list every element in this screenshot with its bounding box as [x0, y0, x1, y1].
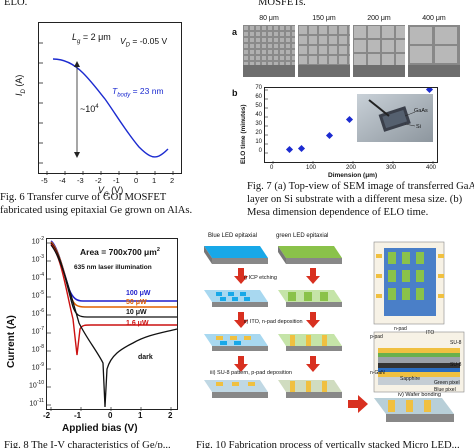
- fig7b-yticks: 0 10 20 30 40 50 60 70: [255, 85, 262, 154]
- fig7-panel-a-label: a: [232, 27, 238, 37]
- iv-label-50uw: 50 μW: [126, 299, 147, 306]
- process-label-green-pixel: Green pixel: [434, 380, 460, 386]
- fig7b-ylabel: ELO time (minutes): [240, 104, 247, 164]
- process-step1-label: i) ICP etching: [244, 275, 277, 281]
- fig7-panel-b-label: b: [232, 88, 238, 98]
- sem-image-80: [243, 25, 295, 77]
- iv-series-10uw: [50, 242, 177, 318]
- fig6-tbody-annotation: Tbody = 23 nm: [112, 86, 164, 99]
- fig6-plot: [39, 42, 174, 175]
- inset-gaas-label: GaAs: [414, 108, 428, 114]
- process-blue-label: Blue LED epitaxial: [208, 233, 258, 239]
- fig6-xlabel: VG (V): [98, 185, 124, 198]
- iv-label-1p6uw: 1.6 μW: [126, 320, 149, 327]
- fig6-xticks: -5 -4 -3 -2 -1 0 1 2: [41, 176, 175, 185]
- process-label-ngan: n-GaN: [370, 370, 385, 376]
- fig6-ratio-annotation: ~104: [80, 104, 99, 114]
- iv-label-100uw: 100 μW: [126, 290, 151, 297]
- elo-point-400: [425, 85, 434, 94]
- process-green-label: green LED epitaxial: [276, 233, 329, 239]
- iv-xticks: -2 -1 0 1 2: [43, 411, 173, 420]
- fig7b-xticks: 0 100 200 300 400: [270, 165, 437, 171]
- elo-point-80: [297, 144, 306, 153]
- sem-size-label-400: 400 μm: [422, 15, 446, 22]
- elo-point-200: [345, 115, 354, 124]
- iv-series-dark: [50, 244, 178, 408]
- elo-point-150: [325, 131, 334, 140]
- top-fragment-right: MOSFETs.: [258, 0, 306, 8]
- iv-yticks: 10-2 10-3 10-4 10-5 10-6 10-7 10-8 10-9 …: [28, 236, 44, 408]
- fig7-caption-line2: layer on Si substrate with a different m…: [247, 194, 463, 205]
- fig-iv-bottom-caption: Fig. 8 The I-V characteristics of Ge/p..…: [4, 440, 171, 448]
- iv-laser-annotation: 635 nm laser illumination: [74, 264, 152, 271]
- process-step3-label: iii) SU-8 pattern, p-pad deposition: [210, 370, 292, 376]
- iv-plot: [47, 240, 178, 411]
- fig7-caption-line1: Fig. 7 (a) Top-view of SEM image of tran…: [247, 181, 474, 192]
- process-label-ito: ITO: [426, 330, 435, 336]
- process-label-blue-pixel: Blue pixel: [434, 387, 456, 393]
- fig7b-xlabel: Dimension (μm): [328, 172, 378, 179]
- iv-label-dark: dark: [138, 354, 153, 361]
- fig6-plot-frame: [38, 22, 182, 175]
- fig7b-plot-frame: [264, 85, 438, 164]
- sem-image-200: [353, 25, 405, 77]
- iv-ylabel: Current (A): [6, 315, 17, 368]
- process-diagram: [204, 241, 465, 422]
- fig6-ylabel: ID (A): [14, 74, 27, 96]
- iv-plot-frame: [46, 238, 178, 411]
- sem-image-400: [408, 25, 460, 77]
- process-label-p-pad: p-pad: [370, 334, 383, 340]
- iv-area-annotation: Area = 700x700 μm2: [80, 247, 160, 257]
- sem-size-label-200: 200 μm: [367, 15, 391, 22]
- fig6-lg-annotation: Lg = 2 μm: [72, 32, 111, 45]
- fig7b-plot: [265, 85, 434, 164]
- process-label-su8-1: SU-8: [450, 340, 462, 346]
- fig6-caption-line1: Fig. 6 Transfer curve of GOI MOSFET: [0, 192, 167, 203]
- process-label-sapphire: Sapphire: [400, 376, 421, 382]
- process-label-su8-2: SU-8: [450, 362, 462, 368]
- process-label-n-pad: n-pad: [394, 326, 407, 332]
- sem-size-label-80: 80 μm: [259, 15, 279, 22]
- fig-process-bottom-caption: Fig. 10 Fabrication process of verticall…: [196, 440, 460, 448]
- iv-label-10uw: 10 μW: [126, 309, 147, 316]
- process-step4-label: iv) Wafer bonding: [398, 392, 441, 398]
- iv-xlabel: Applied bias (V): [62, 423, 138, 434]
- fig6-caption-line2: fabricated using epitaxial Ge grown on A…: [0, 205, 193, 216]
- process-step2-label: ii) ITO, n-pad deposition: [244, 319, 303, 325]
- sem-size-label-150: 150 μm: [312, 15, 336, 22]
- iv-series-1p6uw: [50, 243, 177, 356]
- fig6-transfer-curve: [52, 58, 169, 158]
- fig7-caption-line3: Mesa dimension dependence of ELO time.: [247, 207, 429, 218]
- inset-si-label: Si: [416, 124, 421, 130]
- sem-image-150: [298, 25, 350, 77]
- elo-point-50: [285, 145, 294, 154]
- top-fragment-left: ELO.: [4, 0, 28, 8]
- fig6-vd-annotation: VD = -0.05 V: [120, 36, 168, 49]
